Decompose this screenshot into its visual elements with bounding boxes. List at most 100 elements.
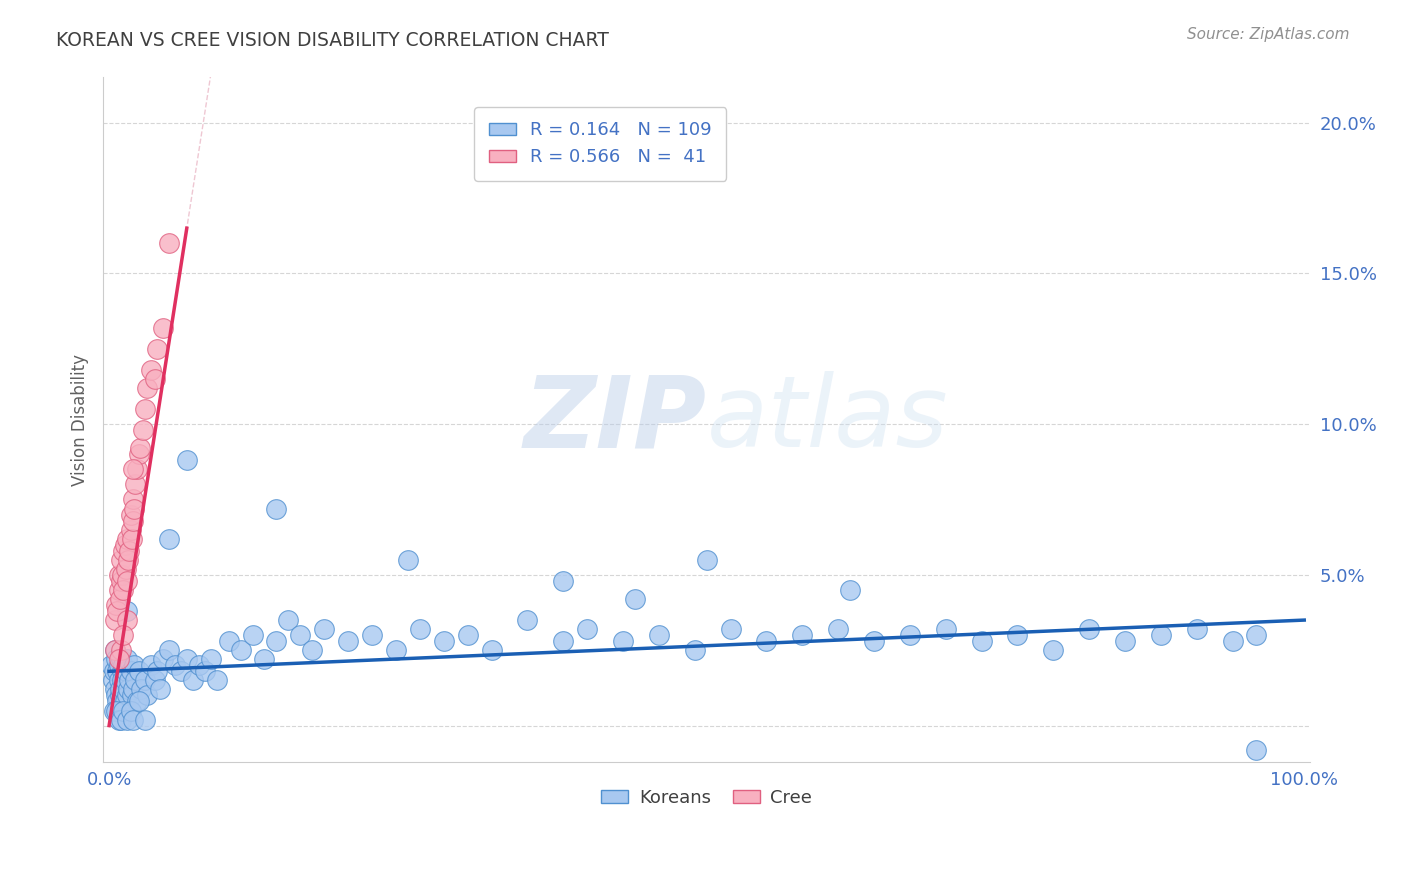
Point (124, 477, 146, 491)
Point (139, 658, 162, 673)
Point (129, 442, 152, 456)
Point (112, 658, 135, 673)
Point (131, 423, 153, 437)
Point (122, 462, 145, 476)
Point (157, 643, 180, 657)
Point (115, 604, 138, 618)
Point (200, 652, 222, 666)
Point (114, 673, 136, 688)
Point (120, 523, 142, 537)
Point (553, 574, 575, 588)
Point (105, 652, 128, 666)
Point (163, 658, 186, 673)
Point (170, 665, 193, 679)
Point (134, 402, 156, 417)
Point (107, 713, 129, 727)
Point (107, 652, 129, 666)
Point (139, 363, 162, 377)
Point (1078, 622, 1101, 636)
Point (433, 634, 456, 648)
Point (112, 628, 135, 642)
Point (108, 592, 131, 607)
Point (107, 567, 129, 582)
Point (110, 574, 132, 588)
Point (118, 673, 141, 688)
Point (1114, 634, 1136, 648)
Point (266, 634, 288, 648)
Point (481, 643, 503, 657)
Point (218, 634, 240, 648)
Point (101, 673, 124, 688)
Point (108, 682, 131, 697)
Point (1185, 622, 1208, 636)
Point (229, 643, 252, 657)
Point (152, 320, 174, 334)
Point (970, 634, 993, 648)
Point (612, 634, 634, 648)
Point (122, 501, 145, 516)
Point (337, 634, 360, 648)
Point (111, 567, 134, 582)
Point (112, 704, 135, 718)
Point (146, 342, 169, 356)
Point (122, 713, 145, 727)
Point (104, 613, 127, 627)
Point (576, 622, 599, 636)
Point (176, 652, 198, 666)
Point (181, 673, 204, 688)
Point (124, 673, 146, 688)
Point (146, 665, 169, 679)
Text: atlas: atlas (707, 371, 948, 468)
Point (152, 652, 174, 666)
Point (409, 622, 432, 636)
Point (1246, 628, 1268, 642)
Point (114, 694, 136, 708)
Point (696, 553, 718, 567)
Y-axis label: Vision Disability: Vision Disability (72, 353, 89, 485)
Point (134, 713, 156, 727)
Point (755, 634, 778, 648)
Point (792, 628, 814, 642)
Point (122, 514, 145, 528)
Point (149, 682, 172, 697)
Point (112, 582, 135, 597)
Point (516, 613, 538, 627)
Point (128, 665, 150, 679)
Point (107, 582, 129, 597)
Point (115, 613, 138, 627)
Point (122, 682, 145, 697)
Point (110, 553, 132, 567)
Point (104, 682, 127, 697)
Point (121, 532, 143, 546)
Point (205, 673, 228, 688)
Point (1246, 742, 1268, 756)
Point (107, 665, 129, 679)
Point (277, 613, 299, 627)
Point (107, 658, 129, 673)
Point (118, 543, 141, 558)
Point (107, 694, 129, 708)
Point (125, 462, 148, 476)
Point (114, 562, 136, 576)
Point (110, 694, 132, 708)
Point (301, 643, 323, 657)
Point (134, 673, 156, 688)
Point (176, 453, 198, 467)
Point (120, 665, 142, 679)
Point (114, 538, 136, 552)
Point (128, 447, 150, 461)
Point (100, 658, 122, 673)
Point (115, 574, 138, 588)
Point (253, 652, 276, 666)
Point (935, 622, 957, 636)
Point (105, 689, 128, 703)
Point (111, 673, 134, 688)
Point (143, 673, 166, 688)
Point (290, 628, 312, 642)
Point (187, 658, 209, 673)
Point (125, 694, 148, 708)
Legend: Koreans, Cree: Koreans, Cree (593, 782, 820, 814)
Point (110, 643, 132, 657)
Point (105, 598, 128, 612)
Point (112, 543, 135, 558)
